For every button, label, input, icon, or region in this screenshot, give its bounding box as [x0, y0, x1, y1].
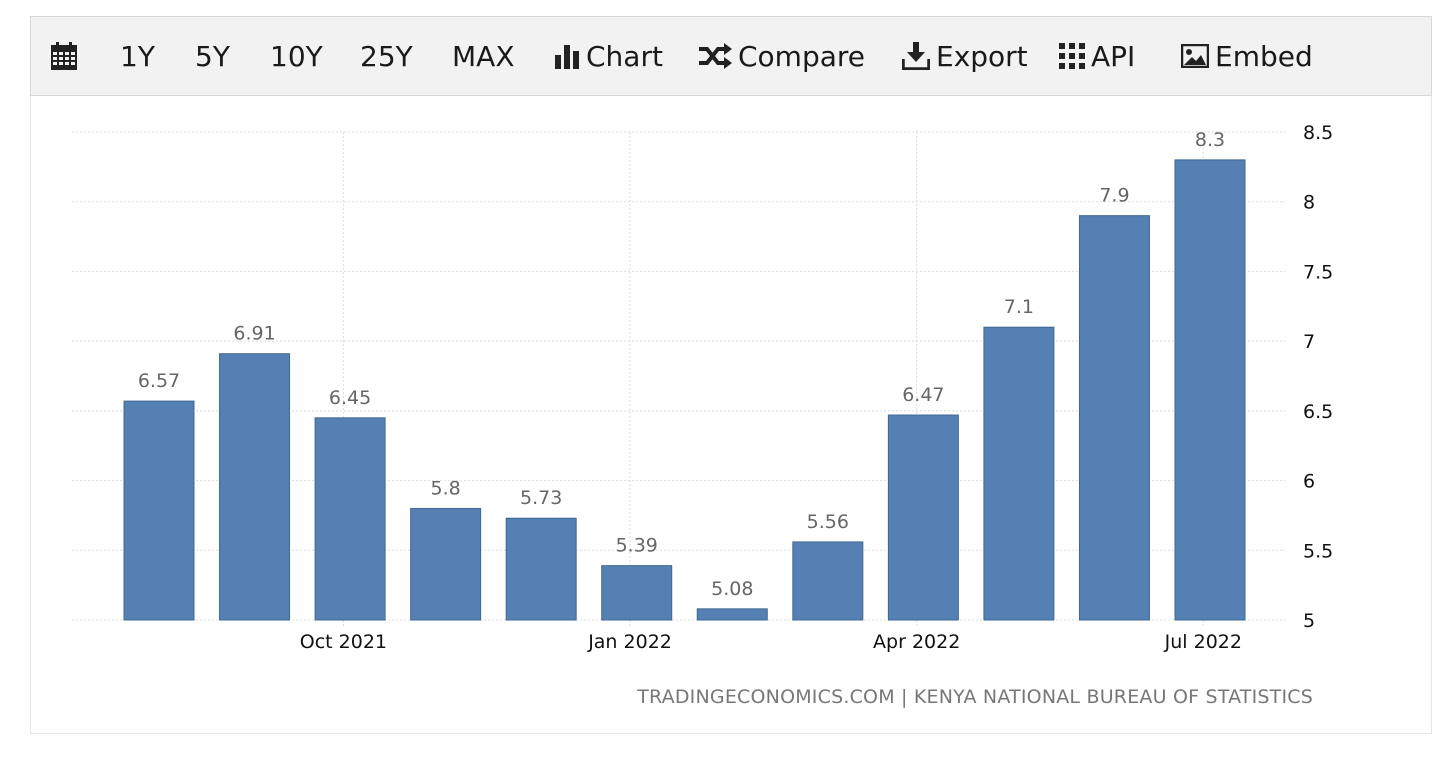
source-credit[interactable]: TRADINGECONOMICS.COM | KENYA NATIONAL BU… — [637, 686, 1313, 708]
range-10y-button[interactable]: 10Y — [270, 17, 323, 95]
export-label: Export — [936, 39, 1028, 73]
bar-value-label: 5.73 — [520, 487, 562, 509]
bar-value-label: 5.08 — [711, 578, 753, 600]
y-tick-label: 6 — [1303, 471, 1315, 493]
bar — [887, 414, 959, 621]
range-1y-label: 1Y — [120, 39, 155, 73]
toolbar: 1Y 5Y 10Y 25Y MAX Chart Compare Export — [30, 16, 1432, 96]
compare-button[interactable]: Compare — [698, 17, 865, 95]
chart-label: Chart — [586, 39, 663, 73]
bar — [410, 507, 482, 621]
range-max-button[interactable]: MAX — [452, 17, 515, 95]
y-tick-label: 6.5 — [1303, 401, 1333, 423]
range-5y-label: 5Y — [195, 39, 230, 73]
y-tick-label: 5.5 — [1303, 540, 1333, 562]
shuffle-icon — [699, 43, 732, 69]
bar-value-label: 5.39 — [616, 535, 658, 557]
image-icon — [1181, 44, 1209, 68]
embed-button[interactable]: Embed — [1181, 17, 1313, 95]
range-5y-button[interactable]: 5Y — [195, 17, 230, 95]
range-25y-label: 25Y — [360, 39, 413, 73]
grid-icon — [1059, 43, 1085, 69]
x-tick-label: Jul 2022 — [1164, 631, 1242, 653]
range-1y-button[interactable]: 1Y — [120, 17, 155, 95]
range-max-label: MAX — [452, 39, 515, 73]
y-tick-label: 7.5 — [1303, 261, 1333, 283]
bar-chart-icon — [555, 45, 579, 69]
x-tick-label: Oct 2021 — [300, 631, 387, 653]
bar — [314, 417, 386, 621]
y-tick-label: 8 — [1303, 192, 1315, 214]
y-tick-label: 8.5 — [1303, 122, 1333, 144]
bar-value-label: 6.57 — [138, 370, 180, 392]
range-25y-button[interactable]: 25Y — [360, 17, 413, 95]
bar-value-label: 6.91 — [233, 323, 275, 345]
bar — [1174, 159, 1246, 621]
bar — [219, 353, 291, 621]
bar-value-label: 6.45 — [329, 387, 371, 409]
bar-value-label: 7.9 — [1099, 185, 1129, 207]
calendar-button[interactable] — [51, 17, 77, 95]
bar — [696, 608, 768, 621]
api-label: API — [1091, 39, 1136, 73]
x-tick-label: Jan 2022 — [587, 631, 672, 653]
bar — [123, 400, 195, 621]
bar — [1078, 215, 1150, 621]
x-tick-label: Apr 2022 — [873, 631, 960, 653]
bar-value-label: 8.3 — [1195, 129, 1225, 151]
bar — [983, 326, 1055, 621]
bar-value-label: 5.56 — [807, 511, 849, 533]
bar-value-label: 5.8 — [431, 477, 461, 499]
bar-value-label: 7.1 — [1004, 296, 1034, 318]
export-button[interactable]: Export — [902, 17, 1028, 95]
api-button[interactable]: API — [1059, 17, 1135, 95]
download-icon — [902, 42, 930, 70]
bar — [505, 517, 577, 621]
bar — [601, 565, 673, 621]
bar-value-label: 6.47 — [902, 384, 944, 406]
y-tick-label: 7 — [1303, 331, 1315, 353]
calendar-icon — [51, 42, 77, 70]
embed-label: Embed — [1215, 39, 1313, 73]
chart-button[interactable]: Chart — [554, 17, 663, 95]
compare-label: Compare — [738, 39, 866, 73]
range-10y-label: 10Y — [270, 39, 323, 73]
y-tick-label: 5 — [1303, 610, 1315, 632]
bar — [792, 541, 864, 621]
